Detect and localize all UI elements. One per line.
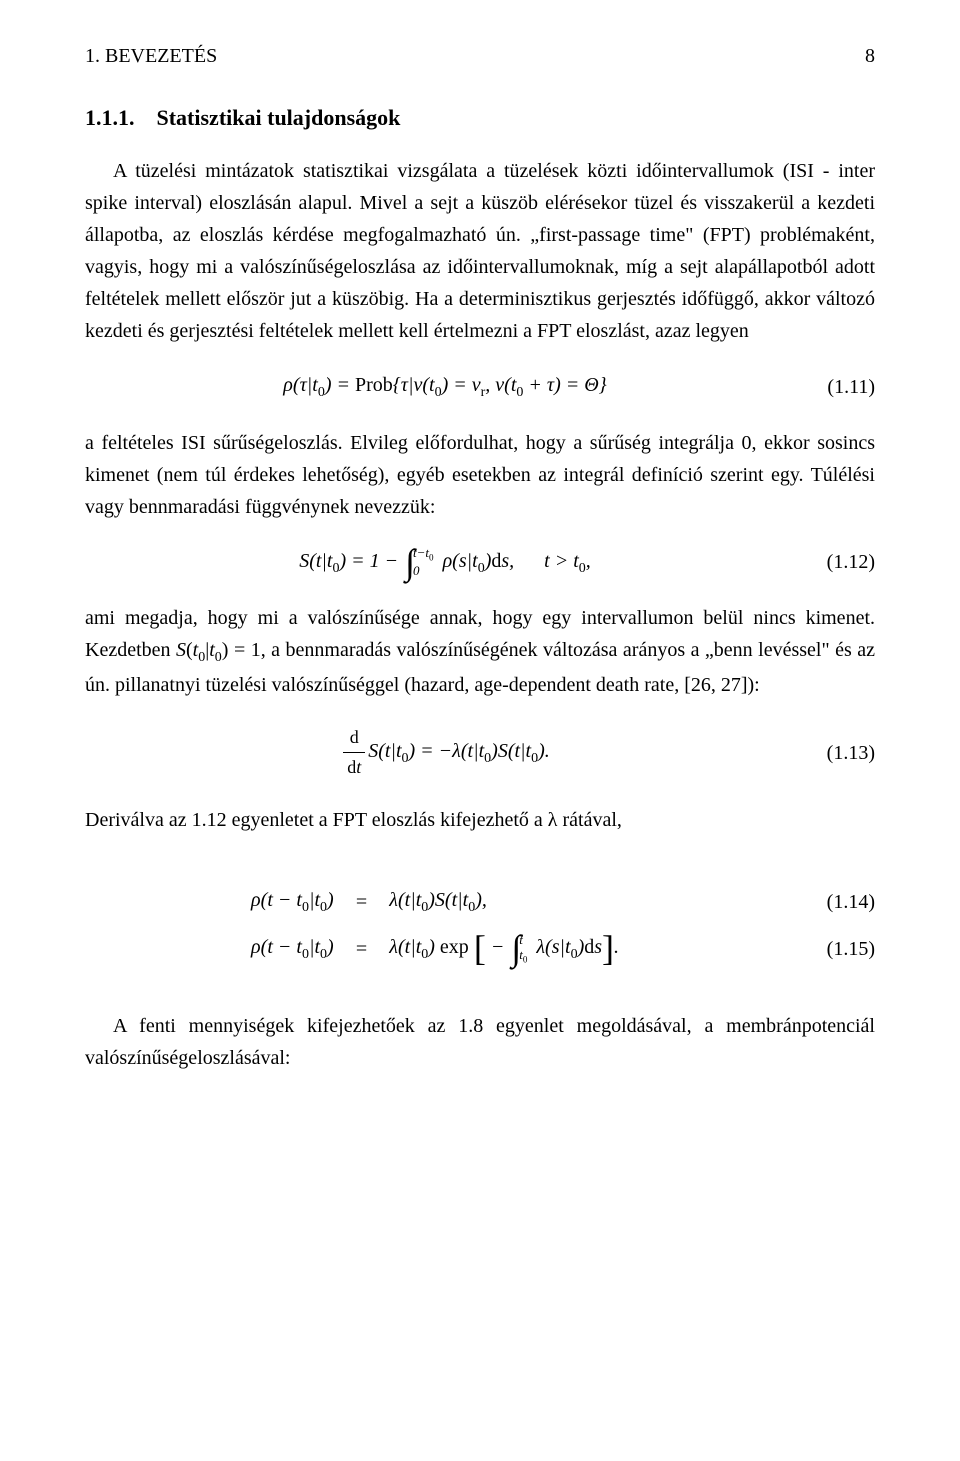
equation-1-12-number: (1.12) bbox=[805, 546, 875, 578]
equation-1-12-content: S(t|t0) = 1 − ∫t−t00 ρ(s|t0)ds, t > t0, bbox=[85, 545, 805, 580]
header-pagenum: 8 bbox=[865, 40, 875, 72]
paragraph-3: ami megadja, hogy mi a valószínűsége ann… bbox=[85, 602, 875, 701]
page-header: 1. BEVEZETÉS 8 bbox=[85, 40, 875, 72]
paragraph-4: Deriválva az 1.12 egyenletet a FPT elosz… bbox=[85, 804, 875, 836]
equation-1-12: S(t|t0) = 1 − ∫t−t00 ρ(s|t0)ds, t > t0, … bbox=[85, 545, 875, 580]
paragraph-1: A tüzelési mintázatok statisztikai vizsg… bbox=[85, 155, 875, 347]
equation-1-11-number: (1.11) bbox=[805, 371, 875, 403]
equation-1-15-eq: = bbox=[346, 925, 378, 972]
equation-1-15-number: (1.15) bbox=[805, 925, 875, 972]
equation-1-15-rhs: λ(t|t0) exp [ − ∫tt0 λ(s|t0)ds]. bbox=[377, 925, 805, 972]
section-heading: 1.1.1. Statisztikai tulajdonságok bbox=[85, 100, 875, 135]
equation-align-1-14-15: ρ(t − t0|t0) = λ(t|t0)S(t|t0), (1.14) ρ(… bbox=[85, 878, 875, 973]
equation-1-11: ρ(τ|t0) = Prob{τ|v(t0) = vr, v(t0 + τ) =… bbox=[85, 369, 875, 404]
paragraph-5: A fenti mennyiségek kifejezhetőek az 1.8… bbox=[85, 1010, 875, 1074]
paragraph-2: a feltételes ISI sűrűségeloszlás. Elvile… bbox=[85, 427, 875, 523]
section-number: 1.1.1. bbox=[85, 105, 135, 130]
header-chapter: 1. BEVEZETÉS bbox=[85, 40, 217, 72]
equation-1-15-lhs: ρ(t − t0|t0) bbox=[85, 925, 346, 972]
spacer-2 bbox=[85, 995, 875, 1010]
equation-1-13-content: ddtS(t|t0) = −λ(t|t0)S(t|t0). bbox=[85, 723, 805, 782]
equation-1-13: ddtS(t|t0) = −λ(t|t0)S(t|t0). (1.13) bbox=[85, 723, 875, 782]
equation-1-14-eq: = bbox=[346, 878, 378, 925]
equation-1-14-lhs: ρ(t − t0|t0) bbox=[85, 878, 346, 925]
section-title: Statisztikai tulajdonságok bbox=[157, 105, 401, 130]
equation-1-13-number: (1.13) bbox=[805, 737, 875, 769]
equation-1-11-content: ρ(τ|t0) = Prob{τ|v(t0) = vr, v(t0 + τ) =… bbox=[85, 369, 805, 404]
spacer bbox=[85, 836, 875, 856]
equation-1-14-number: (1.14) bbox=[805, 878, 875, 925]
equation-1-14-rhs: λ(t|t0)S(t|t0), bbox=[377, 878, 805, 925]
